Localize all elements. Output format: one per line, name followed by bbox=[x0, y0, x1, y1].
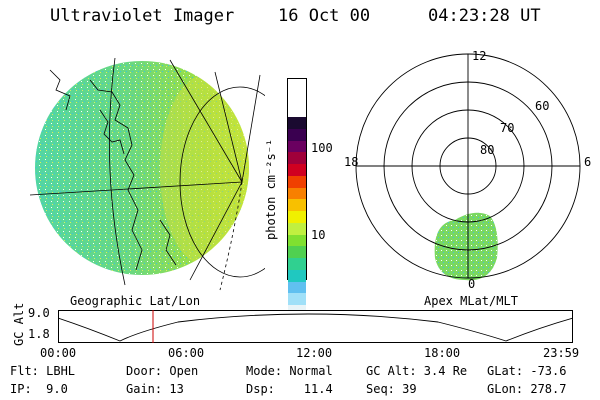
time-label: 04:23:28 UT bbox=[428, 6, 541, 26]
altitude-ytick-1-8: 1.8 bbox=[28, 327, 50, 341]
info-door: Door: Open bbox=[126, 364, 199, 378]
colorbar bbox=[287, 78, 307, 318]
geographic-image-panel bbox=[29, 57, 265, 291]
altitude-curve bbox=[58, 313, 573, 342]
mlat-label-70: 70 bbox=[500, 121, 514, 135]
auroral-oval-image bbox=[434, 212, 498, 281]
colorbar-segment bbox=[288, 293, 306, 306]
info-glon: GLon: 278.7 bbox=[487, 382, 567, 396]
apex-panel-label: Apex MLat/MLT bbox=[424, 294, 518, 308]
lat-lon-grid bbox=[29, 57, 265, 291]
altitude-ytick-9: 9.0 bbox=[28, 306, 50, 320]
colorbar-segment bbox=[288, 222, 306, 235]
info-seq: Seq: 39 bbox=[366, 382, 417, 396]
colorbar-segment bbox=[288, 281, 306, 294]
mlat-label-80: 80 bbox=[480, 143, 494, 157]
colorbar-segment bbox=[288, 175, 306, 188]
colorbar-tick-100: 100 bbox=[311, 141, 333, 155]
colorbar-tick-10: 10 bbox=[311, 228, 326, 242]
geographic-disk-image bbox=[35, 61, 249, 275]
info-gain: Gain: 13 bbox=[126, 382, 184, 396]
altitude-xtick-2: 12:00 bbox=[296, 346, 333, 360]
altitude-plot bbox=[58, 310, 573, 343]
colorbar-segment bbox=[288, 269, 306, 282]
colorbar-segment bbox=[288, 117, 306, 129]
date-label: 16 Oct 00 bbox=[278, 6, 371, 26]
info-glat: GLat: -73.6 bbox=[487, 364, 567, 378]
coastline-lines bbox=[49, 69, 177, 271]
altitude-xtick-0: 00:00 bbox=[40, 346, 77, 360]
info-flt: Flt: LBHL bbox=[10, 364, 76, 378]
colorbar-segment bbox=[288, 211, 306, 223]
altitude-xtick-1: 06:00 bbox=[168, 346, 205, 360]
mlt-label-6: 6 bbox=[584, 155, 591, 169]
mlt-label-0: 0 bbox=[468, 277, 475, 288]
colorbar-segment bbox=[288, 199, 306, 212]
colorbar-segment bbox=[288, 246, 306, 259]
colorbar-segment bbox=[288, 152, 306, 165]
info-dsp: Dsp: 11.4 bbox=[246, 382, 333, 396]
geographic-panel-label: Geographic Lat/Lon bbox=[70, 294, 201, 308]
colorbar-segment bbox=[288, 140, 306, 153]
colorbar-unit-label: photon cm⁻²s⁻¹ bbox=[264, 138, 278, 240]
instrument-title: Ultraviolet Imager bbox=[50, 6, 235, 26]
colorbar-segment bbox=[288, 128, 306, 141]
info-gcalt: GC Alt: 3.4 Re bbox=[366, 364, 468, 378]
mlat-mlt-polar-plot: 12 18 6 0 80 70 60 bbox=[344, 49, 591, 288]
colorbar-segment bbox=[288, 234, 306, 247]
colorbar-segment bbox=[288, 187, 306, 200]
mlt-label-18: 18 bbox=[344, 155, 358, 169]
mlt-label-12: 12 bbox=[472, 49, 486, 63]
info-mode: Mode: Normal bbox=[246, 364, 333, 378]
mlat-label-60: 60 bbox=[535, 99, 549, 113]
colorbar-segment bbox=[288, 164, 306, 176]
polar-grid bbox=[355, 53, 581, 279]
info-ip: IP: 9.0 bbox=[10, 382, 68, 396]
altitude-xtick-4: 23:59 bbox=[543, 346, 580, 360]
altitude-xtick-3: 18:00 bbox=[424, 346, 461, 360]
altitude-ylabel: GC Alt bbox=[12, 302, 26, 346]
colorbar-segment bbox=[288, 258, 306, 270]
